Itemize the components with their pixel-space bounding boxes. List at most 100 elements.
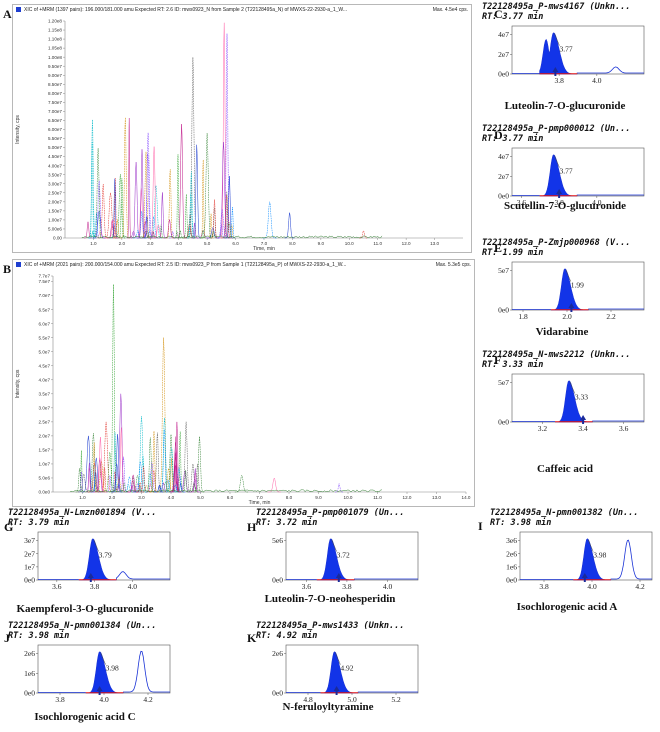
- chromatogram-trace: [191, 468, 200, 493]
- trace-line: [122, 650, 170, 693]
- y-tick-label: 0e0: [498, 192, 509, 201]
- y-axis-label: Intensity, cps: [15, 115, 21, 144]
- xic-plot-a: 0.00 5.00e6 1.00e7 1.50e7 2.00e7 2.50e7 3.00e7…: [15, 19, 463, 252]
- x-tick-label: 3.8: [554, 76, 564, 85]
- mini-plot: 5e7 0e0 1.8 2.0 2.2 1.99: [498, 261, 645, 321]
- chromatogram-trace: [95, 436, 106, 493]
- retention-time: RT: 3.77 min: [482, 12, 544, 22]
- x-tick-label: 3.6: [619, 424, 629, 433]
- compound-name: N-feruloyltyramine: [282, 701, 374, 713]
- panel-letter-e: E: [494, 241, 503, 255]
- x-tick-label: 3.4: [578, 424, 588, 433]
- y-tick-label: 5e7: [498, 266, 509, 275]
- chromatogram-trace: [225, 175, 234, 239]
- y-tick-label: 2e7: [498, 50, 509, 59]
- x-tick-label: 4.0: [99, 695, 109, 704]
- rt-arrow-icon: [556, 189, 563, 198]
- y-tick-label: 5.50e7: [48, 136, 62, 141]
- chromatogram-trace: [182, 470, 189, 493]
- x-tick-label: 11.0: [373, 241, 382, 246]
- y-tick-label: 8.00e7: [48, 91, 62, 96]
- x-tick-label: 1.8: [518, 312, 528, 321]
- x-tick-label: 8.0: [289, 241, 296, 246]
- y-tick-label: 2.00e7: [48, 199, 62, 204]
- mini-title: T22128495a_N-pmn001382 (Un...: [490, 508, 639, 518]
- peak-label: 3.72: [337, 551, 350, 560]
- y-tick-label: 0e0: [272, 689, 283, 698]
- chromatogram-trace: [200, 159, 206, 239]
- baseline-trace: [81, 235, 383, 239]
- y-tick-label: 5.0e6: [39, 476, 51, 481]
- x-tick-label: 3.6: [52, 582, 62, 591]
- y-tick-label: 2e6: [272, 649, 283, 658]
- x-tick-label: 2.0: [119, 241, 126, 246]
- chromatogram-trace: [177, 229, 184, 239]
- y-tick-label: 3.5e7: [39, 391, 51, 396]
- y-tick-label: 0e0: [24, 576, 35, 585]
- xic-header-text-a: XIC of +MRM (1397 pairs): 196.000/181.00…: [24, 7, 347, 13]
- x-tick-label: 10.0: [345, 241, 354, 246]
- retention-time: RT: 1.99 min: [482, 248, 544, 258]
- y-tick-label: 3.0e7: [39, 405, 51, 410]
- peak-label: 3.77: [559, 167, 572, 176]
- x-tick-label: 12.0: [402, 241, 411, 246]
- chromatogram-trace: [162, 479, 174, 493]
- y-tick-label: 4.5e7: [39, 363, 51, 368]
- chromatogram-trace: [267, 477, 281, 493]
- xic-chart-a: XIC of +MRM (1397 pairs): 196.000/181.00…: [12, 4, 472, 253]
- y-tick-label: 0.00: [53, 236, 62, 241]
- mini-plot: 5e6 0e0 3.6 3.8 4.0 3.72: [272, 531, 419, 591]
- panel-letter-a: A: [3, 7, 12, 21]
- x-axis-label: Time, min: [249, 500, 271, 506]
- y-tick-label: 5e6: [272, 536, 283, 545]
- peak-label: 3.98: [106, 664, 119, 673]
- panel-letter-c: C: [494, 7, 503, 21]
- retention-time: RT: 4.92 min: [256, 631, 318, 641]
- series-marker-icon: [16, 7, 21, 13]
- mini-title: T22128495a_P-Zmjp000968 (V...: [482, 238, 631, 248]
- xic-max-a: Max. 4.5e4 cps.: [432, 7, 468, 13]
- chromatogram-trace: [164, 219, 175, 239]
- y-tick-label: 1.00e7: [48, 218, 62, 223]
- compound-name: Kaempferol-3-O-glucuronide: [16, 603, 154, 615]
- chromatogram-trace: [95, 461, 108, 493]
- x-tick-label: 4.0: [168, 495, 175, 500]
- y-tick-label: 6.50e7: [48, 118, 62, 123]
- peak-label: 1.99: [571, 281, 584, 290]
- mini-chromatogram-e: T22128495a_P-Zmjp000968 (V... RT: 1.99 mi…: [482, 238, 648, 324]
- x-tick-label: 5.2: [391, 695, 401, 704]
- y-tick-label: 0e0: [24, 689, 35, 698]
- y-tick-label: 1.0e7: [39, 462, 51, 467]
- compound-name: Luteolin-7-O-glucuronide: [504, 100, 626, 112]
- y-tick-label: 1.05e8: [48, 46, 62, 51]
- y-tick-label: 4.0e7: [39, 377, 51, 382]
- y-tick-label: 3e7: [24, 536, 35, 545]
- panel-letter-g: G: [4, 520, 14, 534]
- x-tick-label: 2.0: [562, 312, 572, 321]
- chromatogram-trace: [183, 194, 190, 239]
- x-tick-label: 4.2: [143, 695, 153, 704]
- x-tick-label: 3.0: [147, 241, 154, 246]
- mini-plot: 5e7 0e0 3.2 3.4 3.6 3.33: [498, 373, 645, 433]
- x-tick-label: 2.0: [109, 495, 116, 500]
- y-tick-label: 0e0: [498, 418, 509, 427]
- y-tick-label: 6.0e7: [39, 321, 51, 326]
- y-tick-label: 0.0e0: [39, 490, 51, 495]
- x-tick-label: 7.0: [261, 241, 268, 246]
- compound-name: Isochlorogenic acid A: [516, 601, 618, 613]
- mini-title: T22128495a_P-mws1433 (Unkn...: [256, 621, 405, 631]
- mini-title: T22128495a_P-pmp000012 (Un...: [482, 124, 631, 134]
- chromatogram-trace: [102, 467, 108, 493]
- mini-title: T22128495a_N-pmn001384 (Un...: [8, 621, 157, 631]
- chromatogram-trace: [158, 417, 171, 493]
- x-tick-label: 2.2: [606, 312, 616, 321]
- y-tick-label: 2e7: [498, 172, 509, 181]
- y-tick-label: 3e6: [506, 536, 517, 545]
- chromatogram-trace: [114, 174, 126, 239]
- chromatogram-trace: [88, 229, 97, 239]
- y-tick-label: 1.5e7: [39, 448, 51, 453]
- xic-header-a: XIC of +MRM (1397 pairs): 196.000/181.00…: [13, 5, 471, 16]
- peak-label: 4.92: [340, 664, 353, 673]
- mini-chromatogram-j: T22128495a_N-pmn001384 (Un... RT: 3.98 mi…: [8, 621, 174, 707]
- x-tick-label: 9.0: [318, 241, 325, 246]
